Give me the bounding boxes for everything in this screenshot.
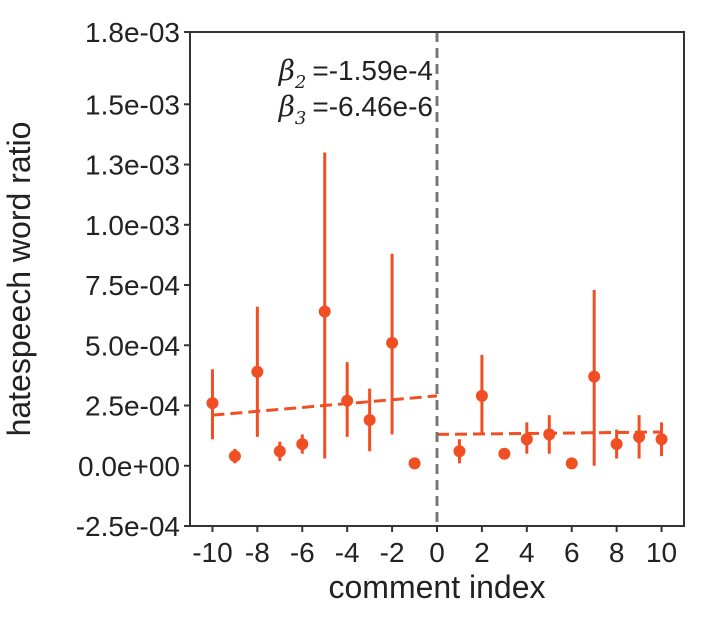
data-point [363, 413, 376, 426]
data-point [341, 394, 354, 407]
data-point [633, 430, 646, 443]
x-tick-label: 10 [646, 537, 677, 568]
annotation-beta2-symbol: β [278, 54, 295, 87]
x-tick-label: 6 [564, 537, 580, 568]
data-point [588, 370, 601, 383]
x-tick-label: -4 [335, 537, 360, 568]
annotation-beta2-subscript: 2 [294, 72, 306, 93]
x-tick-label: 2 [474, 537, 490, 568]
y-tick-label: 1.0e-03 [85, 210, 180, 241]
x-tick-label: 0 [429, 537, 445, 568]
y-tick-label: 7.5e-04 [85, 270, 180, 301]
annotation-beta3-subscript: 3 [295, 108, 306, 129]
x-tick-label: 4 [519, 537, 535, 568]
data-point [498, 447, 511, 460]
y-tick-label: 5.0e-04 [85, 330, 180, 361]
annotation-beta3-value: =-6.46e-6 [312, 91, 433, 122]
data-point [520, 433, 533, 446]
x-tick-label: -10 [192, 537, 232, 568]
x-tick-label: 8 [609, 537, 625, 568]
data-point [408, 457, 421, 470]
annotation-beta2-value: =-1.59e-4 [312, 55, 433, 86]
y-tick-label: 1.5e-03 [85, 89, 180, 120]
data-point [475, 389, 488, 402]
y-tick-label: 1.8e-03 [85, 17, 180, 48]
data-point [655, 433, 668, 446]
data-point [318, 305, 331, 318]
x-axis-ticks: -10 -8 -6 -4 -2 0 2 4 6 8 10 [192, 526, 677, 568]
annotation-beta3-symbol: β [278, 90, 295, 123]
x-axis-label: comment index [329, 569, 546, 605]
x-tick-label: -2 [380, 537, 405, 568]
data-point [543, 428, 556, 441]
annotation-beta3: β3 =-6.46e-6 [278, 90, 433, 129]
data-point [206, 397, 219, 410]
data-point [251, 365, 264, 378]
data-point [453, 445, 466, 458]
annotation-beta2: β2 =-1.59e-4 [278, 54, 433, 93]
data-point [565, 457, 578, 470]
data-points [206, 305, 668, 470]
y-tick-label: 0.0e+00 [78, 451, 180, 482]
x-tick-label: -8 [245, 537, 270, 568]
y-axis-ticks: -2.5e-04 0.0e+00 2.5e-04 5.0e-04 7.5e-04 1.0e… [76, 17, 190, 542]
y-tick-label: 1.3e-03 [85, 150, 180, 181]
data-point [273, 445, 286, 458]
y-axis-label: hatespeech word ratio [1, 122, 37, 437]
data-point [610, 438, 623, 451]
data-point [228, 450, 241, 463]
data-point [386, 336, 399, 349]
x-tick-label: -6 [290, 537, 315, 568]
data-point [296, 438, 309, 451]
y-tick-label: -2.5e-04 [76, 511, 180, 542]
y-tick-label: 2.5e-04 [85, 391, 180, 422]
